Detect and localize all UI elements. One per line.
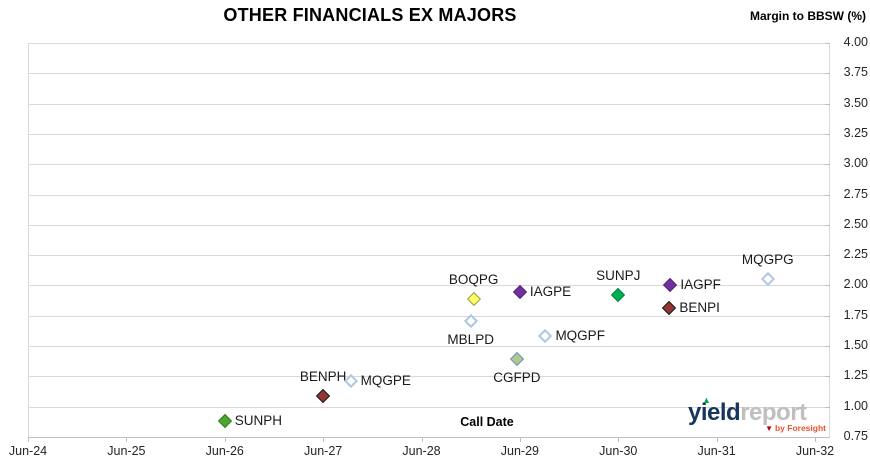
y-tick-label: 1.25 [843, 368, 868, 383]
x-tick-label: Jun-28 [402, 444, 441, 458]
x-axis-line [28, 437, 830, 438]
y-tick-mark [825, 437, 830, 438]
y-tick-mark [825, 43, 830, 44]
x-tick-label: Jun-31 [697, 444, 736, 458]
point-label-cgfpd: CGFPD [493, 370, 541, 386]
y-tick-mark [825, 133, 830, 135]
y-tick-label: 2.75 [843, 186, 868, 201]
x-tick-mark [519, 438, 521, 442]
x-tick-mark [224, 438, 226, 442]
y-tick-label: 3.50 [843, 95, 868, 110]
y-tick-mark [825, 315, 830, 317]
gridline [28, 194, 829, 196]
gridline [28, 164, 829, 166]
x-tick-mark [323, 438, 325, 442]
y-axis-unit-label: Margin to BBSW (%) [750, 9, 866, 23]
point-label-boqpg: BOQPG [448, 271, 499, 287]
y-tick-label: 3.25 [843, 125, 868, 140]
y-tick-mark [825, 346, 830, 348]
logo-word-yield: yield [688, 399, 741, 426]
y-tick-mark [825, 164, 830, 166]
point-label-iagpe: IAGPE [529, 283, 572, 299]
point-label-mblpd: MBLPD [447, 331, 494, 347]
gridline [28, 133, 829, 135]
gridline [28, 43, 829, 44]
logo-up-caret-icon: ▲ [702, 395, 711, 405]
logo-byline-text: by Foresight [774, 423, 826, 433]
y-tick-label: 4.00 [843, 35, 868, 49]
y-tick-mark [825, 406, 830, 408]
marker-iagpf [663, 278, 678, 293]
point-label-sunpj: SUNPJ [596, 268, 641, 284]
x-tick-mark [28, 438, 29, 442]
gridline [28, 376, 829, 378]
logo-down-caret-icon: ▼ [765, 424, 773, 433]
y-tick-label: 2.50 [843, 216, 868, 231]
x-tick-mark [618, 438, 620, 442]
x-tick-label: Jun-27 [304, 444, 343, 458]
x-tick-label: Jun-24 [8, 444, 48, 458]
marker-benpi [662, 301, 677, 316]
point-label-benpi: BENPI [679, 300, 720, 316]
y-tick-mark [825, 194, 830, 196]
point-label-mqgpf: MQGPF [555, 328, 605, 344]
marker-benph [316, 388, 331, 403]
gridline [28, 346, 829, 348]
yieldreport-logo: ▲ yieldreport ▼ by Foresight [688, 396, 828, 434]
marker-sunph [217, 414, 232, 429]
y-tick-label: 1.75 [843, 307, 868, 322]
marker-cgfpd [509, 352, 524, 367]
point-label-mqgpe: MQGPE [360, 373, 411, 389]
x-axis-title: Call Date [460, 415, 514, 429]
point-label-sunph: SUNPH [234, 413, 283, 429]
point-label-benph: BENPH [299, 368, 347, 384]
x-tick-label: Jun-30 [599, 444, 638, 458]
y-tick-label: 0.75 [843, 429, 868, 443]
gridline [28, 406, 829, 408]
x-tick-mark [126, 438, 128, 442]
y-tick-mark [825, 224, 830, 226]
gridline [28, 73, 829, 75]
x-tick-label: Jun-29 [500, 444, 539, 458]
marker-boqpg [466, 291, 481, 306]
x-tick-label: Jun-25 [107, 444, 146, 458]
marker-mqgpg [760, 272, 775, 287]
marker-sunpj [611, 288, 626, 303]
point-label-mqgpg: MQGPG [741, 252, 794, 268]
logo-word-report: report [740, 399, 807, 426]
y-tick-mark [825, 103, 830, 105]
gridline [28, 103, 829, 105]
y-tick-label: 1.50 [843, 338, 868, 353]
x-tick-label: Jun-26 [205, 444, 244, 458]
marker-mqgpf [538, 329, 553, 344]
logo-byline: ▼ by Foresight [765, 423, 826, 433]
y-tick-label: 2.00 [843, 277, 868, 292]
gridline [28, 315, 829, 317]
x-tick-label: Jun-32 [795, 444, 835, 458]
plot-left-border [28, 43, 29, 437]
y-tick-label: 1.00 [843, 398, 868, 413]
gridline [28, 285, 829, 287]
x-tick-mark [815, 438, 816, 442]
x-tick-mark [716, 438, 718, 442]
y-tick-label: 2.25 [843, 247, 868, 262]
y-tick-mark [825, 73, 830, 75]
gridline [28, 224, 829, 226]
plot-right-border [829, 43, 830, 437]
gridline [28, 255, 829, 257]
chart-title: OTHER FINANCIALS EX MAJORS [223, 5, 517, 25]
y-tick-label: 3.75 [843, 65, 868, 80]
y-tick-mark [825, 255, 830, 257]
point-label-iagpf: IAGPF [680, 277, 721, 293]
marker-iagpe [512, 284, 527, 299]
x-tick-mark [421, 438, 423, 442]
y-tick-mark [825, 376, 830, 378]
y-tick-label: 3.00 [843, 156, 868, 171]
y-tick-mark [825, 285, 830, 287]
